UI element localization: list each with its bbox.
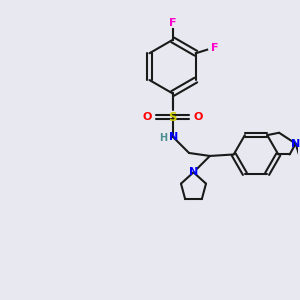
Text: N: N: [169, 132, 178, 142]
Text: S: S: [168, 111, 177, 124]
Text: F: F: [169, 19, 176, 28]
Text: O: O: [193, 112, 203, 122]
Text: H: H: [159, 133, 167, 143]
Text: N: N: [189, 167, 198, 177]
Text: N: N: [291, 139, 300, 148]
Text: F: F: [211, 44, 218, 53]
Text: O: O: [143, 112, 152, 122]
